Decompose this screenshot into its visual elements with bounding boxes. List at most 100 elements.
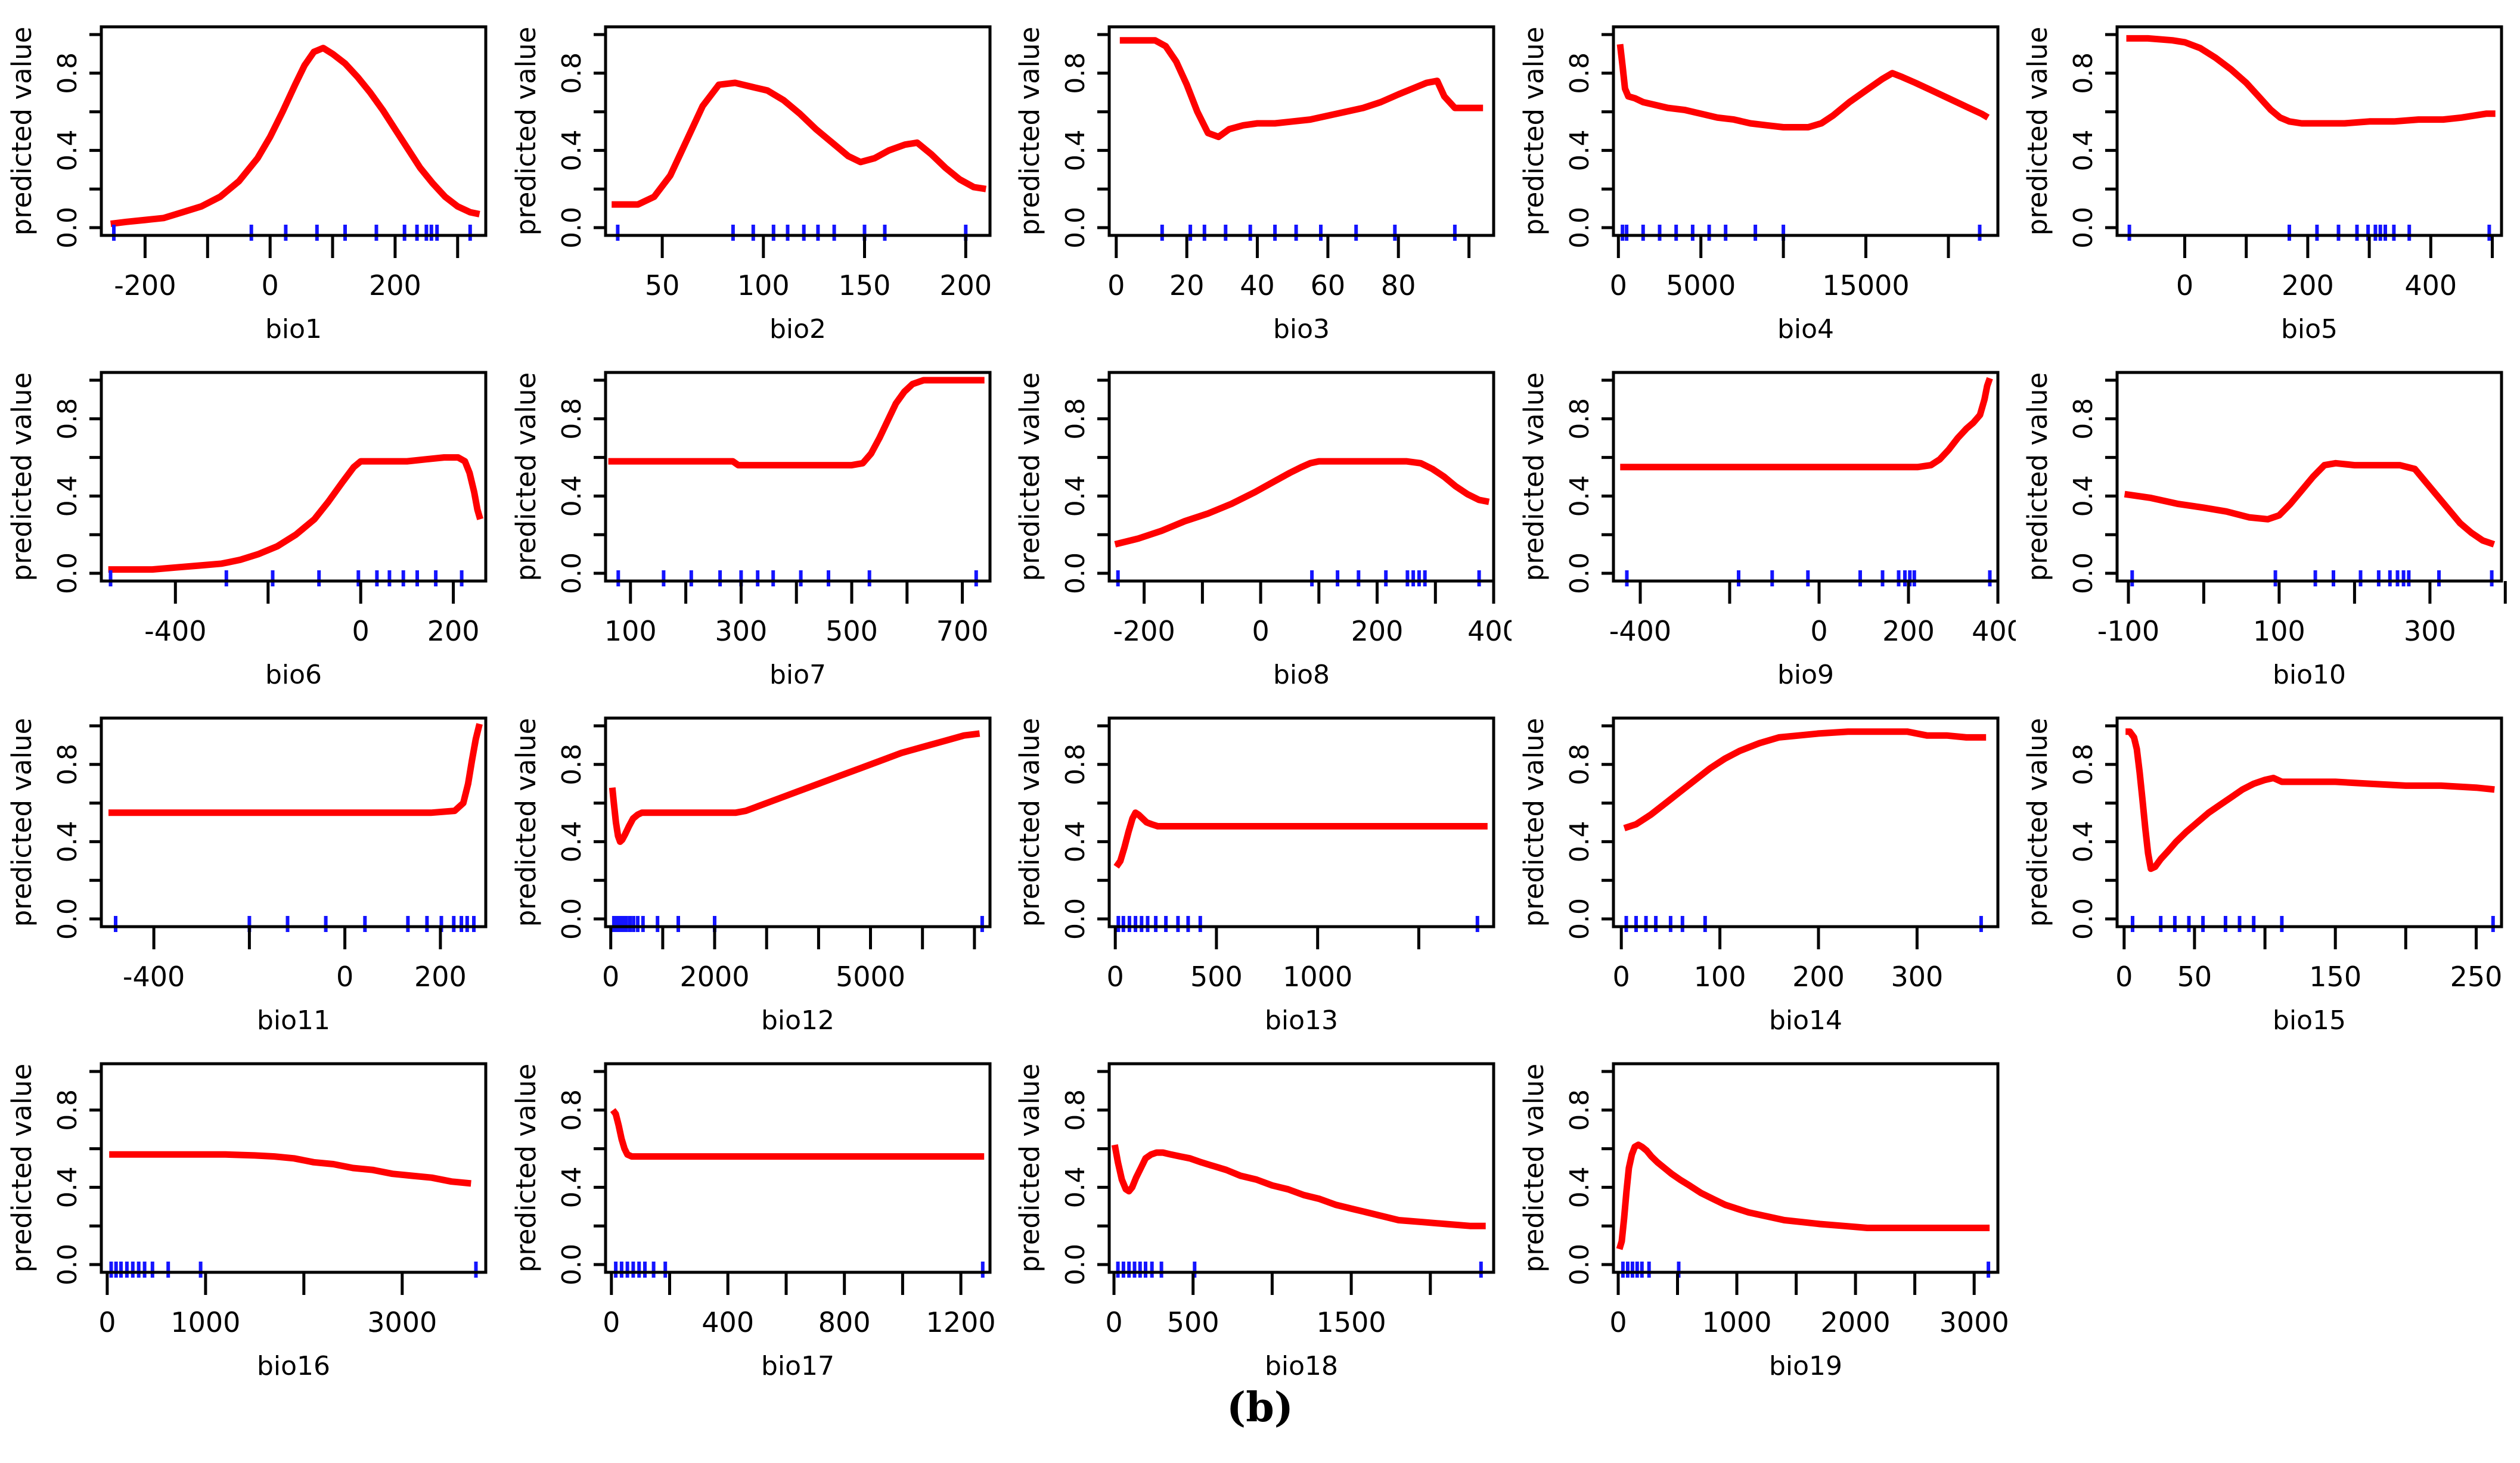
y-axis: 0.0 0.4 0.8 [52, 33, 101, 249]
response-curve [108, 454, 483, 573]
y-axis: 0.0 0.4 0.8 [2068, 378, 2118, 594]
y-axis: 0.0 0.4 0.8 [2068, 33, 2118, 249]
x-tick-label: 1000 [1702, 1306, 1771, 1338]
plot-box [1612, 371, 2000, 583]
response-curve [1112, 1144, 1486, 1229]
x-axis: 0 50 150 250 [2116, 927, 2503, 993]
rug-marks [114, 916, 476, 932]
x-tick-label: 0 [1609, 1306, 1627, 1338]
y-axis-label: predicted value [510, 718, 542, 927]
x-axis-label: bio8 [1273, 660, 1330, 690]
y-axis-label: predicted value [6, 27, 38, 236]
plot-bio14: 0.0 0.4 0.8 predicted value 0 100 200 300 bio14 [1518, 716, 2000, 1036]
x-tick-label: 0 [1107, 269, 1125, 302]
y-axis-label: predicted value [1518, 1064, 1550, 1273]
x-axis-label: bio19 [1769, 1351, 1842, 1381]
rug-marks [1620, 225, 1982, 241]
plot-bio13: 0.0 0.4 0.8 predicted value 0 500 1000 bio13 [1014, 716, 1495, 1036]
rug-marks [2131, 916, 2496, 932]
plot-box [604, 371, 992, 583]
y-tick-label: 0.0 [1565, 207, 1595, 249]
x-axis: 0 500 1000 [1107, 927, 1421, 993]
y-axis-label: predicted value [1518, 718, 1550, 927]
x-axis-label: bio9 [1777, 660, 1834, 690]
y-axis-label: predicted value [6, 718, 38, 927]
x-tick-label: 0 [262, 269, 279, 302]
y-tick-label: 0.4 [1565, 475, 1595, 517]
y-tick-label: 0.8 [1060, 52, 1091, 94]
plot-box [604, 716, 992, 928]
response-curve [108, 723, 483, 816]
y-tick-label: 0.0 [1565, 552, 1595, 594]
plot-box [1107, 716, 1495, 928]
x-tick-label: 500 [1190, 961, 1243, 993]
y-tick-label: 0.8 [52, 744, 83, 785]
x-axis: 50 100 150 200 [644, 235, 992, 302]
x-tick-label: 200 [2282, 269, 2334, 302]
y-tick-label: 0.0 [557, 207, 587, 249]
x-axis-label: bio16 [257, 1351, 330, 1381]
response-curve [109, 1151, 471, 1187]
subplot-bio17: 0.0 0.4 0.8 predicted value 0 400 800 1200 bio17 [504, 1037, 1008, 1383]
y-axis-label: predicted value [2022, 372, 2053, 582]
plot-bio8: 0.0 0.4 0.8 predicted value -200 0 200 400 bio8 [1014, 371, 1512, 690]
y-axis-label: predicted value [1014, 1064, 1045, 1273]
y-tick-label: 0.4 [1060, 1166, 1091, 1208]
subplot-bio9: 0.0 0.4 0.8 predicted value -400 0 200 400 bio9 [1512, 346, 2016, 691]
response-curve [611, 79, 986, 208]
x-axis-label: bio15 [2273, 1005, 2346, 1036]
x-axis: 0 400 800 1200 [603, 1272, 995, 1338]
x-axis-label: bio7 [769, 660, 826, 690]
subplot-bio7: 0.0 0.4 0.8 predicted value 100 300 500 700 bio7 [504, 346, 1008, 691]
x-tick-label: 200 [1792, 961, 1845, 993]
y-tick-label: 0.8 [2068, 744, 2099, 785]
x-tick-label: 150 [2310, 961, 2362, 993]
y-tick-label: 0.4 [1060, 129, 1091, 171]
plot-box [1107, 371, 1495, 583]
y-tick-label: 0.8 [1060, 1089, 1091, 1131]
y-axis: 0.0 0.4 0.8 [1565, 33, 1613, 249]
x-tick-label: 0 [603, 1306, 620, 1338]
plot-box [2115, 25, 2503, 237]
y-axis: 0.0 0.4 0.8 [1565, 724, 1613, 940]
subplot-bio1: 0.0 0.4 0.8 predicted value -200 0 200 bio1 [0, 0, 504, 346]
x-tick-label: 0 [2176, 269, 2193, 302]
x-tick-label: 200 [939, 269, 992, 302]
y-axis: 0.0 0.4 0.8 [1060, 33, 1110, 249]
y-axis-label: predicted value [1014, 372, 1045, 582]
x-tick-label: 2000 [1820, 1306, 1890, 1338]
response-curve [608, 377, 985, 469]
x-axis: -400 0 200 [123, 927, 467, 993]
x-axis-label: bio17 [761, 1351, 834, 1381]
y-axis-label: predicted value [2022, 27, 2053, 236]
y-tick-label: 0.4 [1060, 475, 1091, 517]
y-tick-label: 0.4 [557, 475, 587, 517]
x-tick-label: 300 [1891, 961, 1943, 993]
rug-marks [1116, 916, 1479, 932]
x-axis-label: bio12 [761, 1005, 834, 1036]
x-axis-label: bio18 [1265, 1351, 1338, 1381]
y-tick-label: 0.4 [1060, 821, 1091, 862]
y-tick-label: 0.8 [1565, 744, 1595, 785]
y-tick-label: 0.0 [2068, 207, 2099, 249]
y-tick-label: 0.0 [52, 898, 83, 940]
rug-marks [616, 570, 978, 586]
y-tick-label: 0.0 [52, 552, 83, 594]
x-axis: 0 200 400 [2176, 235, 2494, 302]
response-curves-grid: 0.0 0.4 0.8 predicted value -200 0 200 bio1 0.0 0… [0, 0, 2507, 1383]
y-axis: 0.0 0.4 0.8 [1060, 378, 1110, 594]
response-curve [1113, 809, 1488, 869]
response-curve [1616, 44, 1990, 131]
response-curve [2125, 728, 2496, 872]
plot-bio15: 0.0 0.4 0.8 predicted value 0 50 150 250 bio15 [2022, 716, 2503, 1036]
rug-marks [612, 916, 984, 932]
y-axis: 0.0 0.4 0.8 [52, 724, 101, 940]
y-tick-label: 0.4 [1565, 129, 1595, 171]
plot-box [100, 25, 488, 237]
y-tick-label: 0.4 [557, 821, 587, 862]
x-tick-label: 0 [1612, 961, 1630, 993]
y-axis-label: predicted value [2022, 718, 2053, 927]
plot-box [2115, 371, 2503, 583]
response-curve [2126, 35, 2496, 127]
x-axis: -100 100 300 [2097, 581, 2507, 647]
